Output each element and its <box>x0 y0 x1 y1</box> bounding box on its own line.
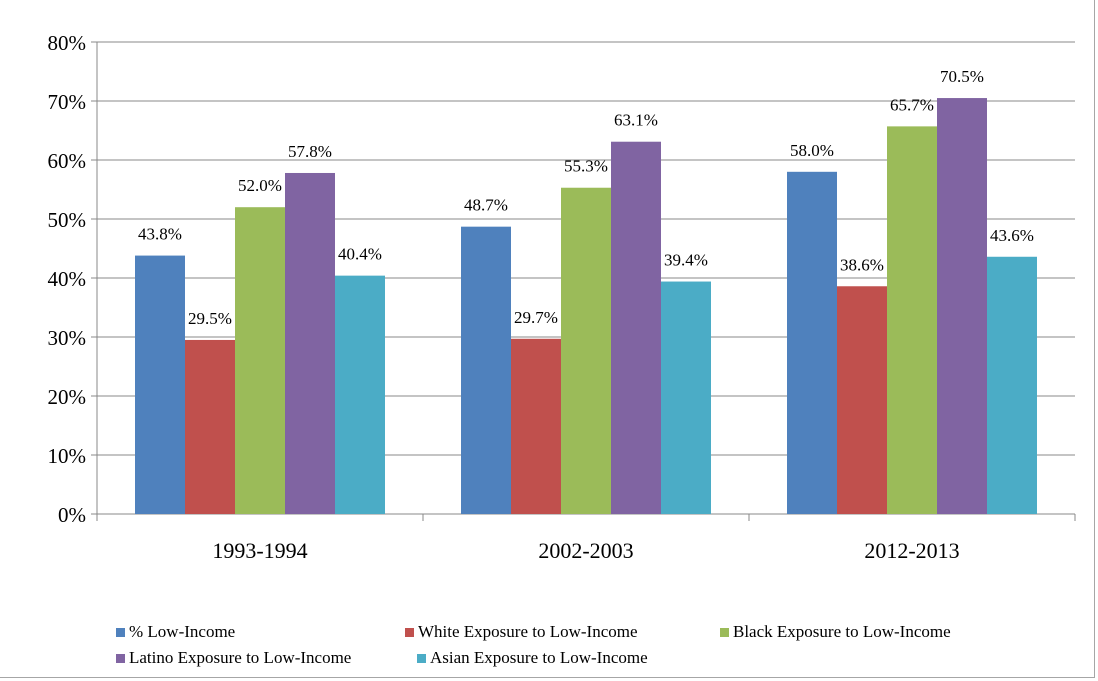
legend-swatch <box>116 653 125 663</box>
legend-swatch <box>417 653 426 663</box>
data-label: 43.8% <box>138 225 182 244</box>
x-tick-label: 1993-1994 <box>212 538 307 563</box>
legend-item-black: Black Exposure to Low-Income <box>720 622 951 642</box>
bar <box>285 172 335 515</box>
y-tick-label: 30% <box>48 326 87 350</box>
y-tick-label: 40% <box>48 267 87 291</box>
legend-item-asian: Asian Exposure to Low-Income <box>417 648 648 668</box>
legend-item-latino: Latino Exposure to Low-Income <box>116 648 351 668</box>
bar <box>837 286 887 514</box>
data-label: 40.4% <box>338 245 382 264</box>
data-label: 65.7% <box>890 95 934 114</box>
data-label: 55.3% <box>564 157 608 176</box>
x-tick-label: 2012-2013 <box>864 538 959 563</box>
bar <box>335 275 385 514</box>
bar <box>987 256 1037 514</box>
legend-swatch <box>116 627 125 637</box>
bar <box>611 141 661 514</box>
bar <box>937 98 987 515</box>
data-label: 39.4% <box>664 251 708 270</box>
bar <box>661 281 711 514</box>
bar <box>461 226 511 515</box>
legend-item-low-income: % Low-Income <box>116 622 235 642</box>
y-tick-label: 20% <box>48 385 87 409</box>
legend-label: Latino Exposure to Low-Income <box>129 648 352 667</box>
data-label: 43.6% <box>990 226 1034 245</box>
bar <box>235 207 285 514</box>
legend-swatch <box>720 627 729 637</box>
y-tick-label: 10% <box>48 444 87 468</box>
y-tick-label: 70% <box>48 90 87 114</box>
bar <box>135 255 185 514</box>
legend-label: % Low-Income <box>129 622 236 641</box>
x-tick-label: 2002-2003 <box>538 538 633 563</box>
y-tick-label: 80% <box>48 31 87 55</box>
data-label: 52.0% <box>238 176 282 195</box>
legend-item-white: White Exposure to Low-Income <box>405 622 638 642</box>
legend-swatch <box>405 627 414 637</box>
data-label: 58.0% <box>790 141 834 160</box>
legend-label: White Exposure to Low-Income <box>418 622 638 641</box>
data-label: 29.5% <box>188 309 232 328</box>
data-label: 29.7% <box>514 308 558 327</box>
bar <box>511 338 561 514</box>
bar <box>787 171 837 515</box>
data-label: 63.1% <box>614 111 658 130</box>
data-label: 70.5% <box>940 67 984 86</box>
y-tick-label: 0% <box>58 503 86 527</box>
y-tick-label: 50% <box>48 208 87 232</box>
data-label: 48.7% <box>464 196 508 215</box>
legend-label: Asian Exposure to Low-Income <box>430 648 648 667</box>
legend-label: Black Exposure to Low-Income <box>733 622 951 641</box>
data-label: 38.6% <box>840 255 884 274</box>
bar <box>185 339 235 514</box>
bar <box>561 187 611 515</box>
y-tick-label: 60% <box>48 149 87 173</box>
data-label: 57.8% <box>288 142 332 161</box>
bar <box>887 126 937 515</box>
